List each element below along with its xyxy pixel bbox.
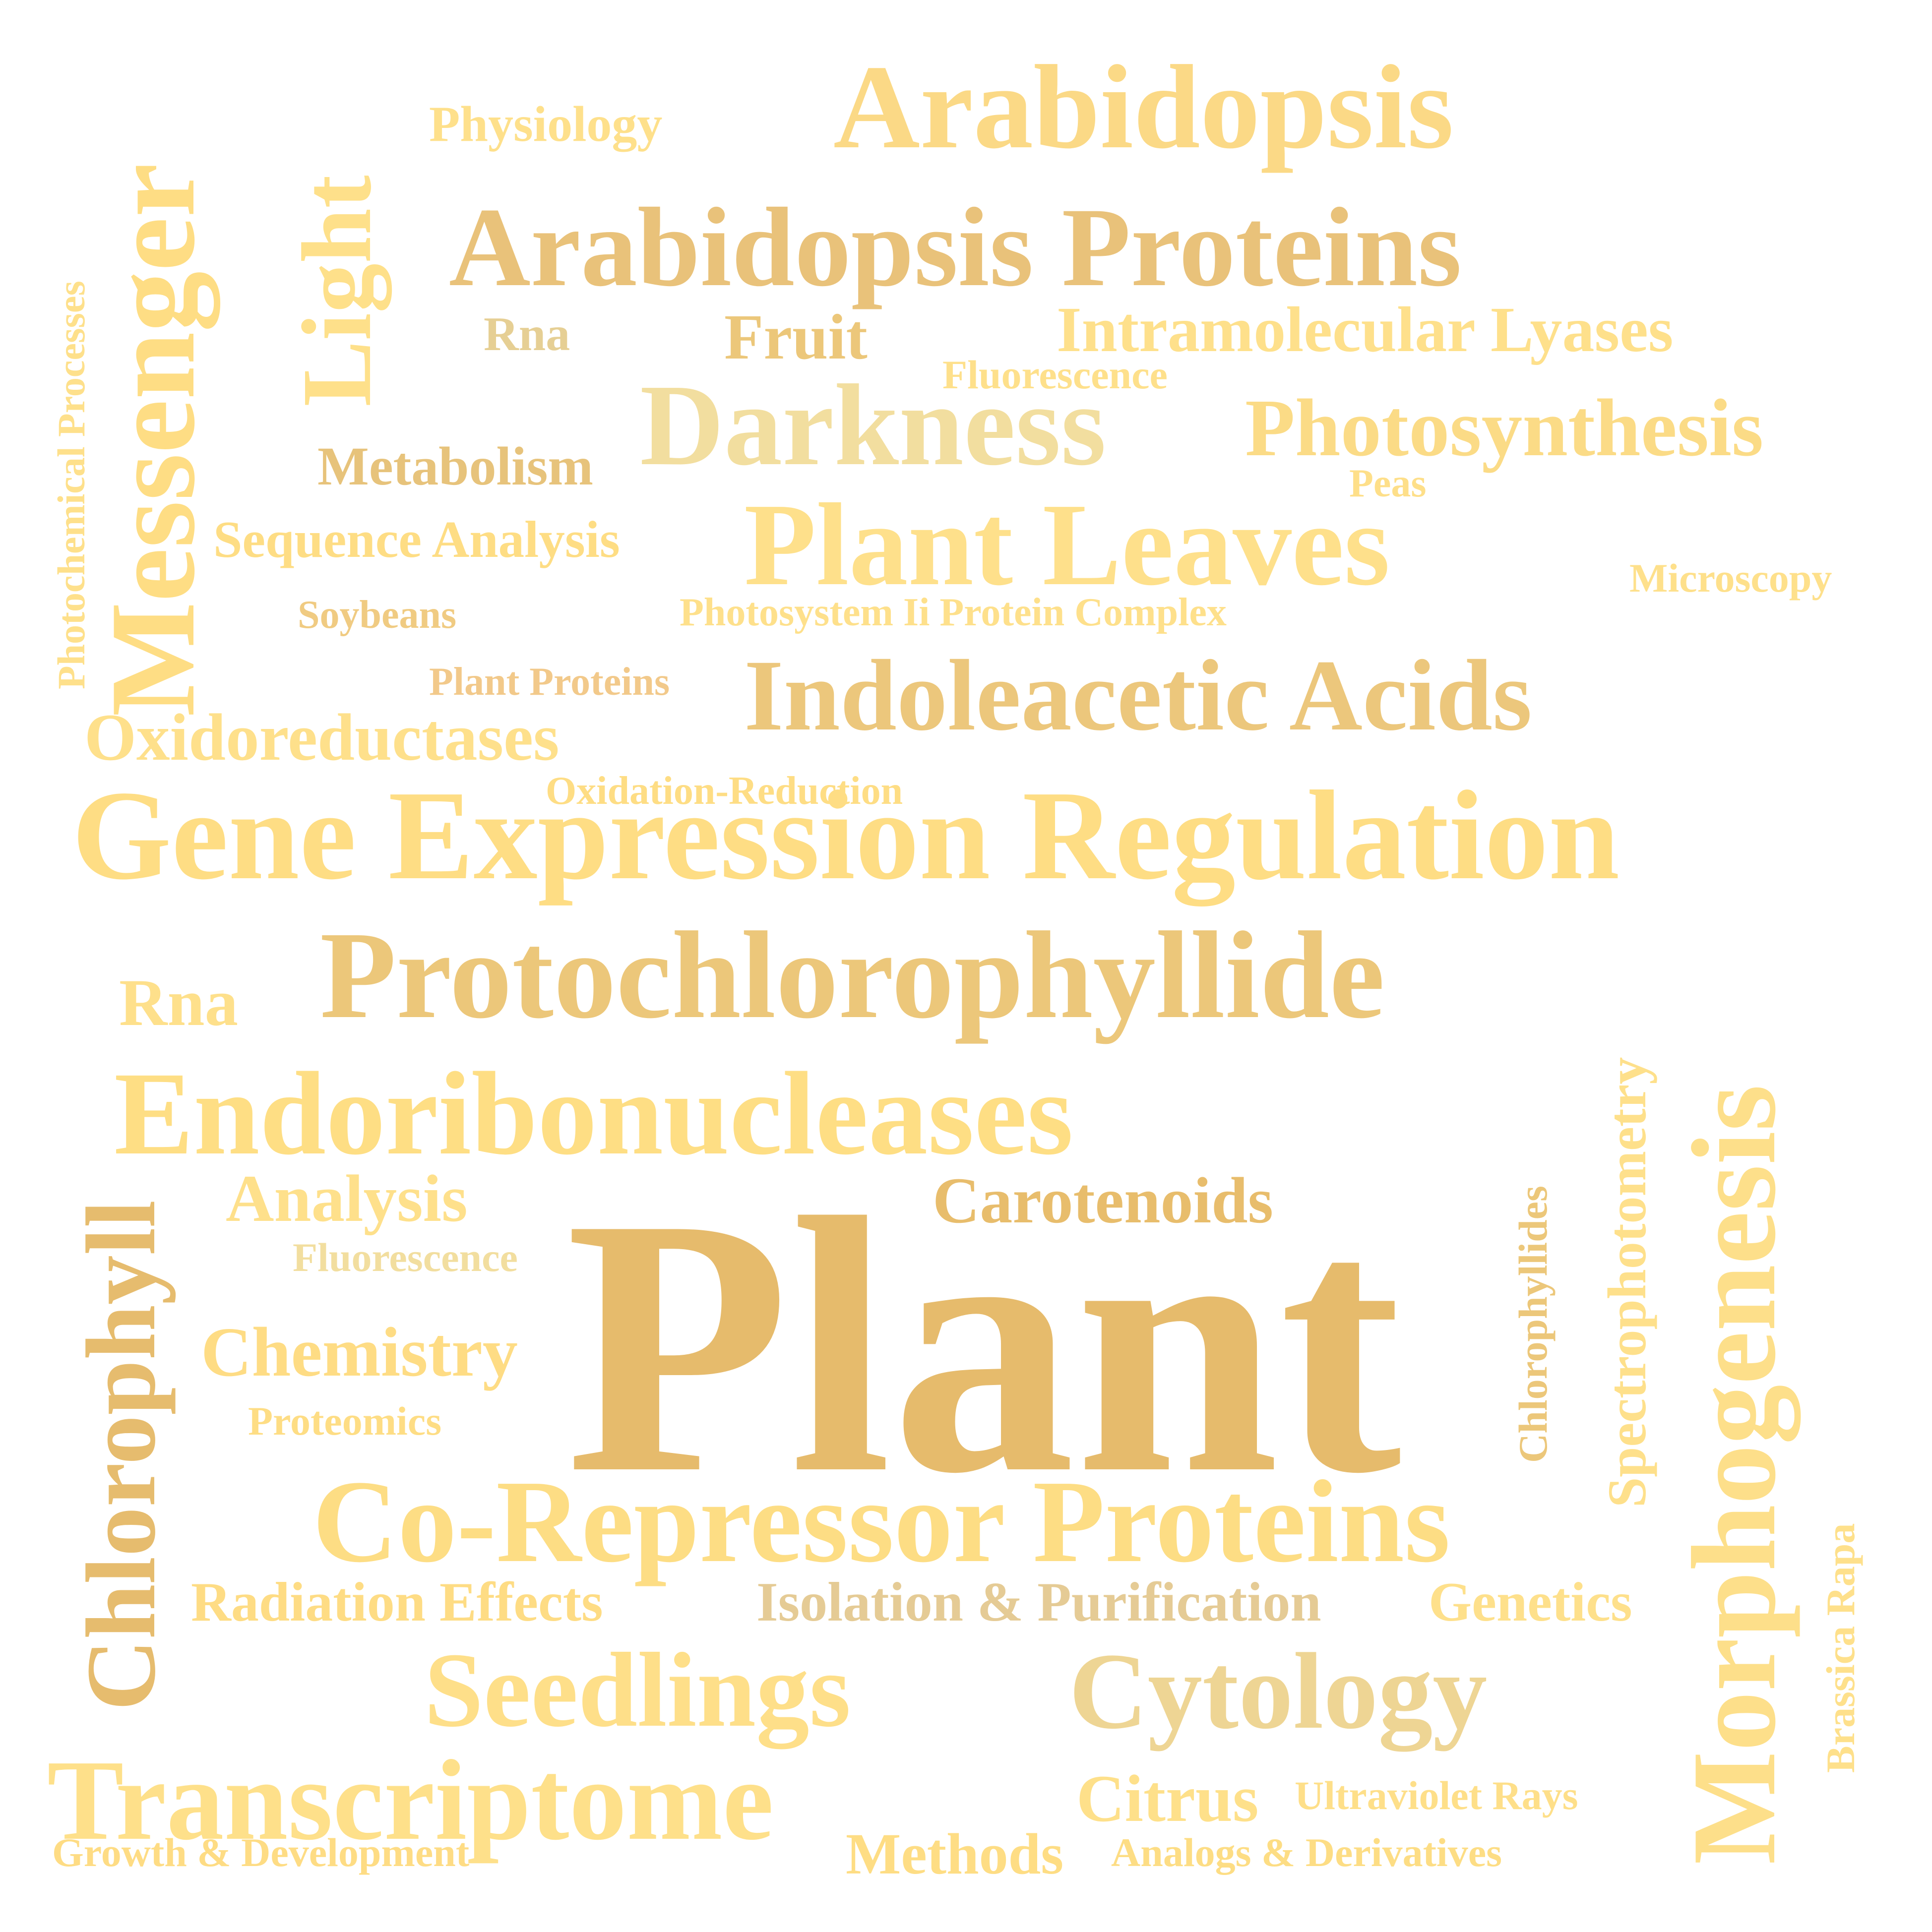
word-metabolism: Metabolism	[317, 436, 594, 496]
word-cytology: Cytology	[1069, 1630, 1488, 1751]
word-chlorophyll: Chlorophyll	[66, 1200, 176, 1711]
word-light: Light	[282, 175, 392, 407]
word-analysis: Analysis	[226, 1162, 468, 1236]
word-photosynthesis: Photosynthesis	[1245, 382, 1764, 473]
word-fluorescence: Fluorescence	[942, 352, 1168, 397]
word-analogs-derivatives: Analogs & Derivatives	[1111, 1830, 1502, 1875]
word-endoribonucleases: Endoribonucleases	[114, 1047, 1073, 1179]
word-chemistry: Chemistry	[201, 1313, 518, 1391]
word-fluorescence-2: Fluorescence	[293, 1235, 518, 1280]
word-messenger: Messenger	[85, 163, 220, 717]
word-gene-expression-regulation: Gene Expression Regulation	[72, 764, 1620, 906]
word-methods: Methods	[846, 1821, 1064, 1886]
word-microscopy: Microscopy	[1629, 555, 1832, 601]
word-morphogenesis: Morphogenesis	[1668, 1085, 1801, 1865]
word-darkness: Darkness	[640, 361, 1107, 489]
word-proteomics: Proteomics	[248, 1398, 442, 1444]
word-genetics: Genetics	[1429, 1571, 1632, 1633]
word-photochemical-processes: Photochemical Processes	[50, 281, 93, 689]
word-spectrophotometry: Spectrophotometry	[1597, 1057, 1657, 1508]
word-chlorophyllides: Chlorophyllides	[1510, 1186, 1556, 1463]
word-protochlorophyllide: Protochlorophyllide	[320, 906, 1385, 1044]
word-co-repressor-proteins: Co-Repressor Proteins	[312, 1456, 1450, 1587]
word-sequence-analysis: Sequence Analysis	[213, 510, 620, 568]
word-oxidation-reduction: Oxidation-Reduction	[546, 769, 903, 813]
word-plant-proteins: Plant Proteins	[429, 660, 670, 704]
word-physiology: Physiology	[429, 96, 663, 152]
word-intramolecular-lyases: Intramolecular Lyases	[1057, 294, 1674, 365]
word-rna-2: Rna	[484, 307, 570, 361]
word-rna: Rna	[119, 966, 239, 1040]
word-carotenoids: Carotenoids	[933, 1164, 1273, 1237]
word-oxidoreductases: Oxidoreductases	[84, 701, 560, 775]
word-seedlings: Seedlings	[424, 1630, 851, 1749]
word-fruit: Fruit	[724, 302, 868, 373]
word-plant: Plant	[565, 1143, 1402, 1549]
word-radiation-effects: Radiation Effects	[191, 1571, 603, 1633]
word-citrus: Citrus	[1076, 1762, 1259, 1836]
word-photosystem-ii-protein-complex: Photosystem Ii Protein Complex	[680, 591, 1227, 634]
word-arabidopsis-proteins: Arabidopsis Proteins	[449, 185, 1462, 310]
word-soybeans: Soybeans	[298, 593, 457, 637]
word-ultraviolet-rays: Ultraviolet Rays	[1295, 1773, 1578, 1818]
word-indoleacetic-acids: Indoleacetic Acids	[744, 639, 1532, 752]
word-arabidopsis: Arabidopsis	[833, 41, 1454, 174]
word-isolation-purification: Isolation & Purification	[756, 1571, 1321, 1633]
word-plant-leaves: Plant Leaves	[744, 480, 1390, 610]
word-growth-development: Growth & Development	[52, 1830, 470, 1875]
word-peas: Peas	[1349, 462, 1427, 505]
word-transcriptome: Transcriptome	[47, 1737, 774, 1864]
word-brassica-rapa: Brassica Rapa	[1818, 1523, 1863, 1773]
